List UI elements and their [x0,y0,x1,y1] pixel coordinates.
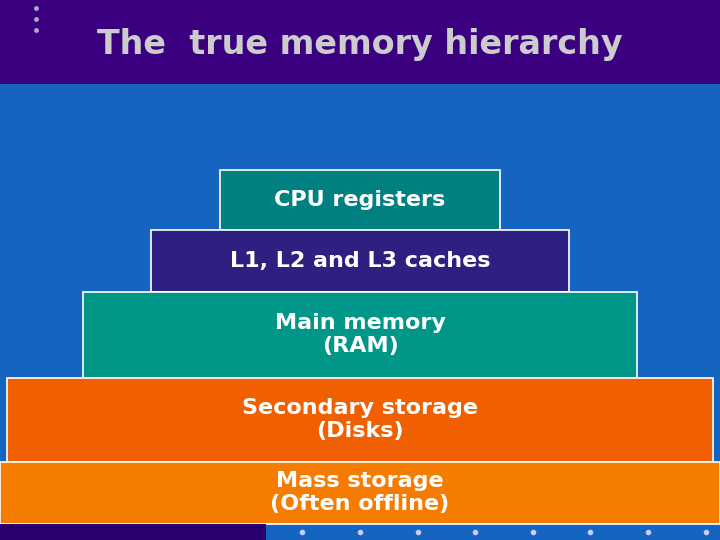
FancyBboxPatch shape [220,170,500,230]
Text: Main memory
(RAM): Main memory (RAM) [274,313,446,356]
Text: Secondary storage
(Disks): Secondary storage (Disks) [242,399,478,442]
FancyBboxPatch shape [0,0,720,84]
FancyBboxPatch shape [7,378,713,462]
Text: The  true memory hierarchy: The true memory hierarchy [97,28,623,61]
FancyBboxPatch shape [151,230,569,292]
FancyBboxPatch shape [0,462,720,524]
FancyBboxPatch shape [83,292,637,378]
Text: CPU registers: CPU registers [274,190,446,210]
Text: L1, L2 and L3 caches: L1, L2 and L3 caches [230,251,490,271]
Text: Mass storage
(Often offline): Mass storage (Often offline) [271,471,449,514]
FancyBboxPatch shape [0,524,266,540]
